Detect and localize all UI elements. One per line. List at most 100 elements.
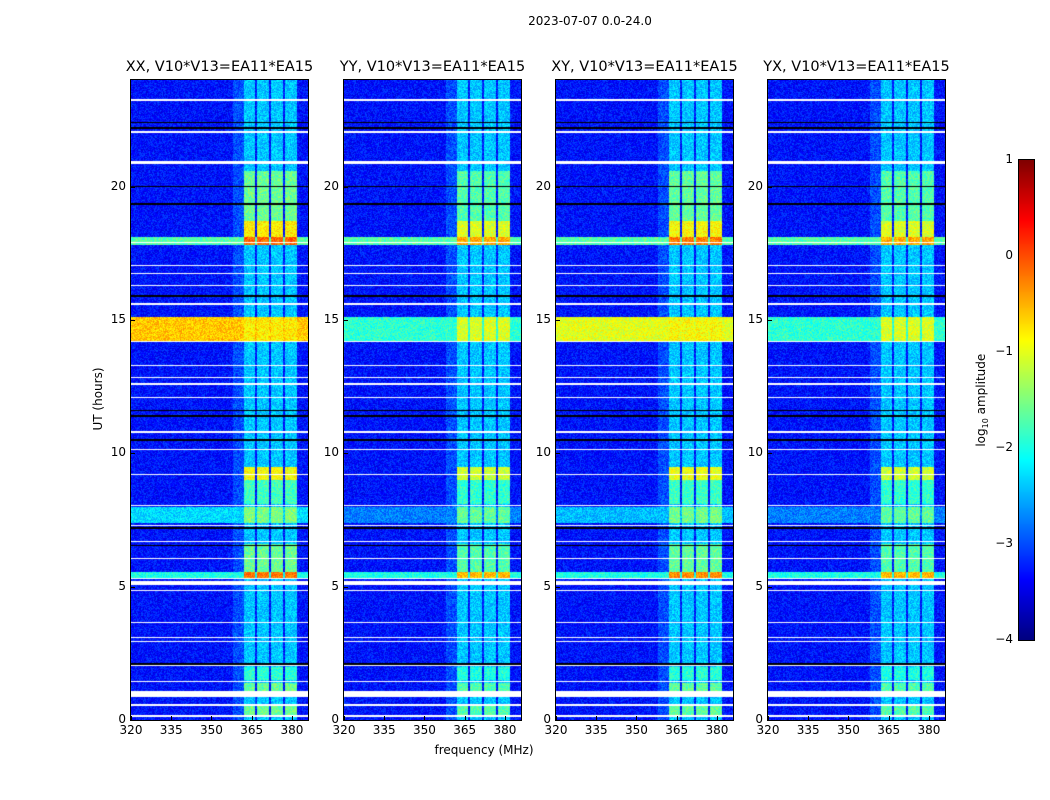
x-tick-label: 380	[917, 723, 941, 737]
x-tick-mark	[596, 716, 598, 720]
y-tick-label: 20	[747, 178, 763, 193]
x-tick-label: 380	[493, 723, 517, 737]
y-tick-mark	[131, 720, 135, 721]
x-tick-label: 350	[625, 723, 648, 737]
y-tick-mark	[344, 453, 348, 455]
x-tick-label: 335	[796, 723, 820, 737]
colorbar-gradient	[1019, 160, 1034, 640]
colorbar-tick-label: −1	[995, 344, 1013, 358]
y-tick-mark	[556, 453, 560, 455]
x-tick-mark	[556, 716, 557, 720]
y-tick-mark	[131, 453, 135, 455]
x-tick-label: 320	[332, 723, 356, 737]
panel-2	[555, 79, 734, 721]
x-tick-mark	[848, 716, 850, 720]
x-tick-mark	[211, 716, 213, 720]
y-tick-mark	[344, 720, 348, 721]
x-tick-mark	[291, 716, 293, 720]
x-tick-mark	[384, 716, 386, 720]
x-tick-label: 365	[240, 723, 264, 737]
y-tick-label: 5	[331, 578, 339, 593]
waterfall-image	[768, 80, 945, 720]
waterfall-image	[344, 80, 521, 720]
y-tick-mark	[768, 453, 772, 455]
x-tick-mark	[928, 716, 930, 720]
colorbar-label-rest: amplitude	[973, 353, 988, 419]
waterfall-image	[131, 80, 308, 720]
y-tick-label: 15	[535, 312, 551, 326]
y-axis-label: UT (hours)	[91, 367, 105, 431]
x-tick-mark	[808, 716, 810, 720]
x-tick-label: 320	[756, 723, 780, 737]
panel-1	[343, 79, 522, 721]
y-tick-label: 0	[543, 712, 551, 726]
figure-suptitle: 2023-07-07 0.0-24.0	[528, 14, 652, 28]
y-tick-label: 15	[110, 312, 126, 326]
y-tick-mark	[768, 720, 772, 721]
y-tick-mark	[768, 586, 772, 588]
y-tick-mark	[556, 720, 560, 721]
y-tick-mark	[556, 320, 560, 321]
x-tick-mark	[344, 716, 345, 720]
y-tick-label: 10	[110, 445, 126, 460]
colorbar-tick-label: 1	[1005, 152, 1013, 166]
x-tick-label: 350	[200, 723, 223, 737]
x-tick-label: 320	[119, 723, 143, 737]
y-tick-label: 10	[535, 445, 551, 460]
panel-0	[130, 79, 309, 721]
y-tick-label: 10	[323, 445, 339, 460]
x-tick-label: 335	[584, 723, 608, 737]
x-tick-mark	[131, 716, 132, 720]
x-tick-mark	[716, 716, 718, 720]
x-tick-mark	[171, 716, 173, 720]
y-tick-mark	[131, 186, 135, 188]
y-tick-mark	[768, 320, 772, 321]
x-tick-mark	[676, 716, 678, 720]
panel-3	[767, 79, 946, 721]
y-tick-mark	[344, 320, 348, 321]
y-tick-label: 15	[323, 312, 339, 326]
x-tick-mark	[424, 716, 426, 720]
x-tick-mark	[251, 716, 253, 720]
x-tick-label: 365	[453, 723, 477, 737]
y-tick-mark	[131, 320, 135, 321]
panel-title: YX, V10*V13=EA11*EA15	[763, 59, 950, 75]
colorbar-tick-label: −2	[995, 440, 1013, 454]
x-tick-mark	[888, 716, 890, 720]
y-tick-label: 20	[323, 178, 339, 193]
y-tick-label: 0	[118, 712, 126, 726]
x-tick-label: 380	[705, 723, 729, 737]
y-tick-label: 20	[535, 178, 551, 193]
colorbar-label-sub: 10	[981, 418, 991, 429]
y-tick-label: 5	[118, 578, 126, 593]
colorbar-tick-label: −4	[995, 632, 1013, 646]
x-tick-label: 365	[877, 723, 901, 737]
y-tick-mark	[131, 586, 135, 588]
panel-title: XX, V10*V13=EA11*EA15	[125, 59, 314, 75]
y-tick-label: 0	[755, 712, 763, 726]
colorbar	[1018, 159, 1035, 641]
y-tick-mark	[768, 186, 772, 188]
x-tick-mark	[464, 716, 466, 720]
y-tick-label: 5	[755, 578, 763, 593]
x-tick-mark	[636, 716, 638, 720]
colorbar-tick-label: −3	[995, 536, 1013, 550]
y-tick-label: 15	[747, 312, 763, 326]
x-tick-label: 335	[159, 723, 183, 737]
y-tick-mark	[344, 586, 348, 588]
y-tick-label: 0	[331, 712, 339, 726]
x-tick-label: 320	[544, 723, 568, 737]
x-tick-mark	[768, 716, 769, 720]
waterfall-image	[556, 80, 733, 720]
panel-title: XY, V10*V13=EA11*EA15	[551, 59, 738, 75]
y-tick-mark	[556, 186, 560, 188]
y-tick-mark	[556, 586, 560, 588]
y-tick-label: 20	[110, 178, 126, 193]
x-tick-label: 350	[413, 723, 436, 737]
y-tick-label: 5	[543, 578, 551, 593]
x-tick-mark	[504, 716, 506, 720]
x-tick-label: 365	[665, 723, 689, 737]
y-tick-label: 10	[747, 445, 763, 460]
x-tick-label: 380	[280, 723, 304, 737]
